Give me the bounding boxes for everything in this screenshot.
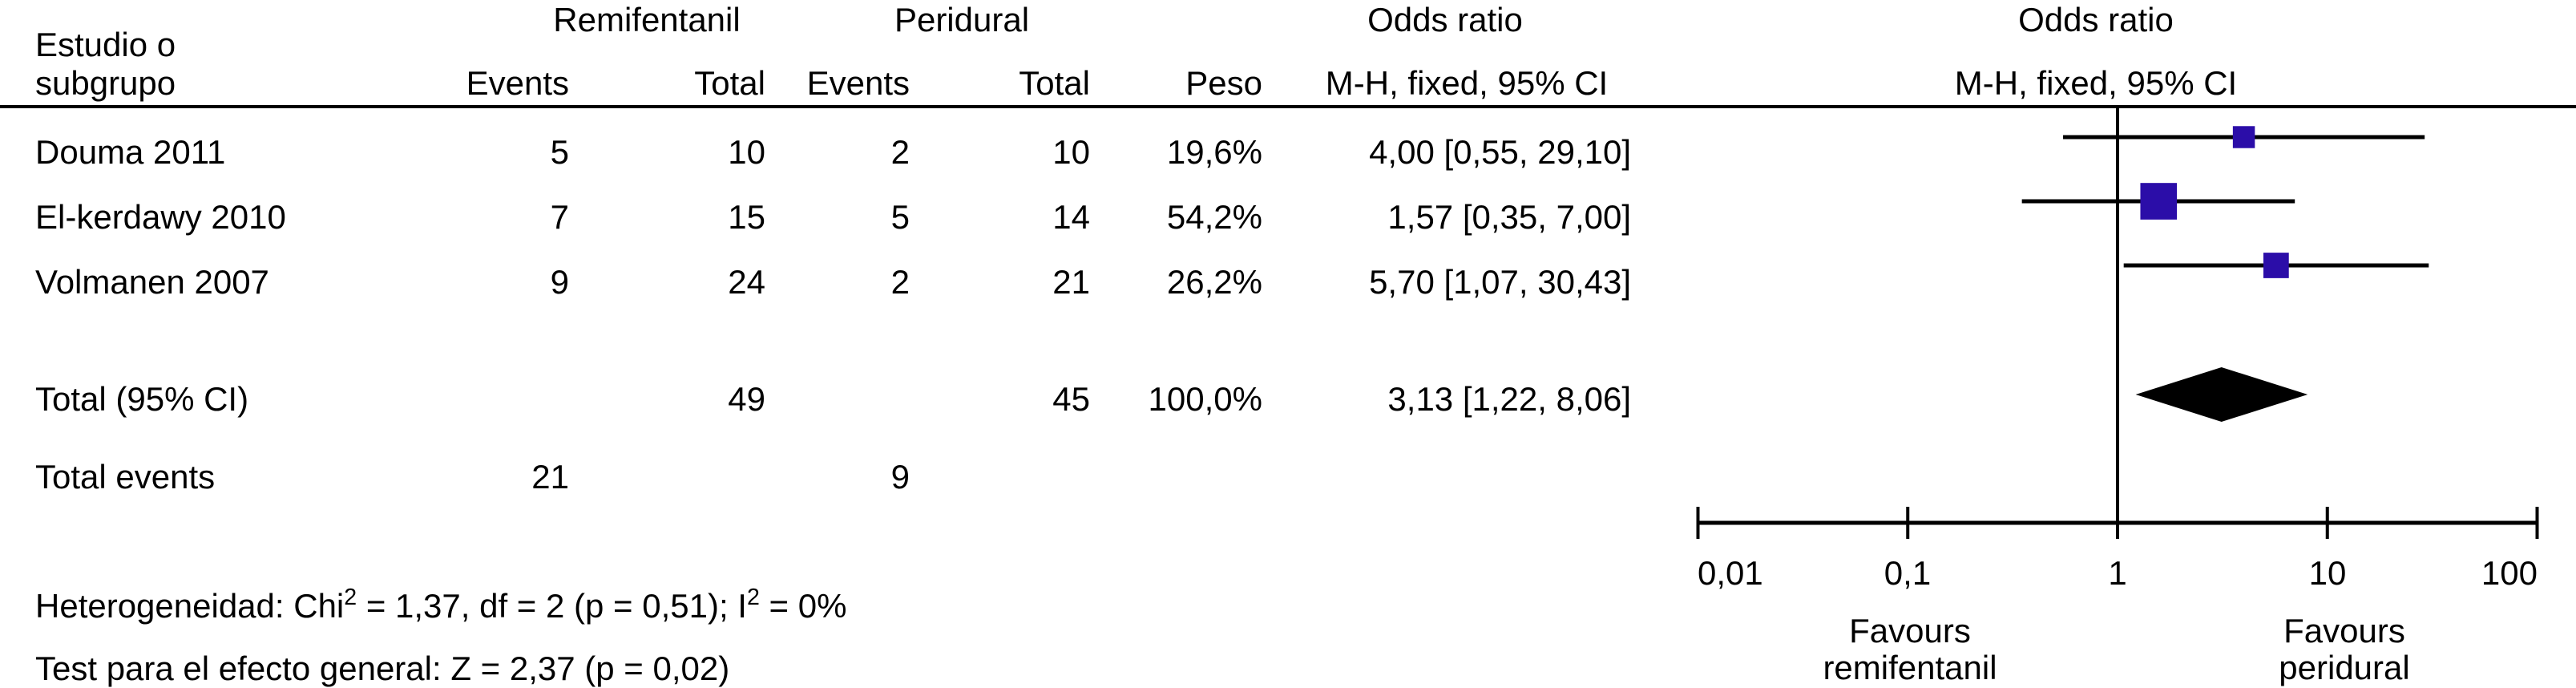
- or-col-header-line2: M-H, fixed, 95% CI: [1325, 64, 1609, 102]
- study-label: El-kerdawy 2010: [35, 198, 286, 236]
- total-remi-total: 49: [728, 380, 765, 418]
- or-col-header-line1: Odds ratio: [1367, 1, 1523, 38]
- col-header-peso: Peso: [1185, 64, 1262, 102]
- weight-value: 26,2%: [1166, 263, 1262, 301]
- plot-header-line1: Odds ratio: [2018, 1, 2174, 38]
- overall-effect-footnote: Test para el efecto general: Z = 2,37 (p…: [35, 650, 730, 687]
- or-ci-value: 5,70 [1,07, 30,43]: [1369, 263, 1631, 301]
- header-divider: [0, 105, 2576, 108]
- study-col-header-line1: Estudio o: [35, 26, 176, 63]
- total-weight: 100,0%: [1148, 380, 1262, 418]
- remi-total-value: 24: [728, 263, 765, 301]
- favours-right-line2: peridural: [2279, 649, 2410, 686]
- remi-total-value: 15: [728, 198, 765, 236]
- total-row-label: Total (95% CI): [35, 380, 249, 418]
- or-square: [2263, 253, 2289, 278]
- axis-tick-label: 100: [2481, 554, 2538, 592]
- remi-events-value: 7: [550, 198, 569, 236]
- favours-left-line2: remifentanil: [1823, 649, 1997, 686]
- group-header-peridural: Peridural: [894, 1, 1030, 38]
- peri-events-value: 2: [890, 133, 910, 171]
- peri-total-value: 14: [1052, 198, 1090, 236]
- study-col-header-line2: subgrupo: [35, 64, 176, 102]
- study-label: Volmanen 2007: [35, 263, 269, 301]
- axis-tick-label: 1: [2108, 554, 2127, 592]
- or-ci-value: 4,00 [0,55, 29,10]: [1369, 133, 1631, 171]
- axis-tick-label: 0,01: [1698, 554, 1763, 592]
- total-or-ci: 3,13 [1,22, 8,06]: [1387, 380, 1631, 418]
- group-header-remifentanil: Remifentanil: [553, 1, 741, 38]
- total-events-peri: 9: [890, 458, 910, 496]
- remi-total-value: 10: [728, 133, 765, 171]
- axis-tick-label: 10: [2308, 554, 2347, 592]
- study-label: Douma 2011: [35, 133, 226, 171]
- heterogeneity-footnote: Heterogeneidad: Chi2 = 1,37, df = 2 (p =…: [35, 585, 847, 625]
- remi-events-value: 5: [550, 133, 569, 171]
- col-header-remi-events: Events: [466, 64, 569, 102]
- total-events-remi: 21: [531, 458, 569, 496]
- weight-value: 19,6%: [1166, 133, 1262, 171]
- remi-events-value: 9: [550, 263, 569, 301]
- total-events-label: Total events: [35, 458, 216, 496]
- peri-events-value: 2: [890, 263, 910, 301]
- or-ci-value: 1,57 [0,35, 7,00]: [1387, 198, 1631, 236]
- axis-tick-label: 0,1: [1884, 554, 1932, 592]
- total-peri-total: 45: [1052, 380, 1090, 418]
- favours-right-line1: Favours: [2283, 612, 2405, 650]
- col-header-peri-events: Events: [806, 64, 910, 102]
- favours-left-line1: Favours: [1849, 612, 1971, 650]
- or-square: [2232, 126, 2255, 148]
- peri-total-value: 21: [1052, 263, 1090, 301]
- col-header-peri-total: Total: [1019, 64, 1090, 102]
- peri-events-value: 5: [890, 198, 910, 236]
- weight-value: 54,2%: [1166, 198, 1262, 236]
- plot-header-line2: M-H, fixed, 95% CI: [1954, 64, 2238, 102]
- total-diamond: [2135, 367, 2308, 422]
- or-square: [2140, 183, 2178, 220]
- col-header-remi-total: Total: [694, 64, 765, 102]
- peri-total-value: 10: [1052, 133, 1090, 171]
